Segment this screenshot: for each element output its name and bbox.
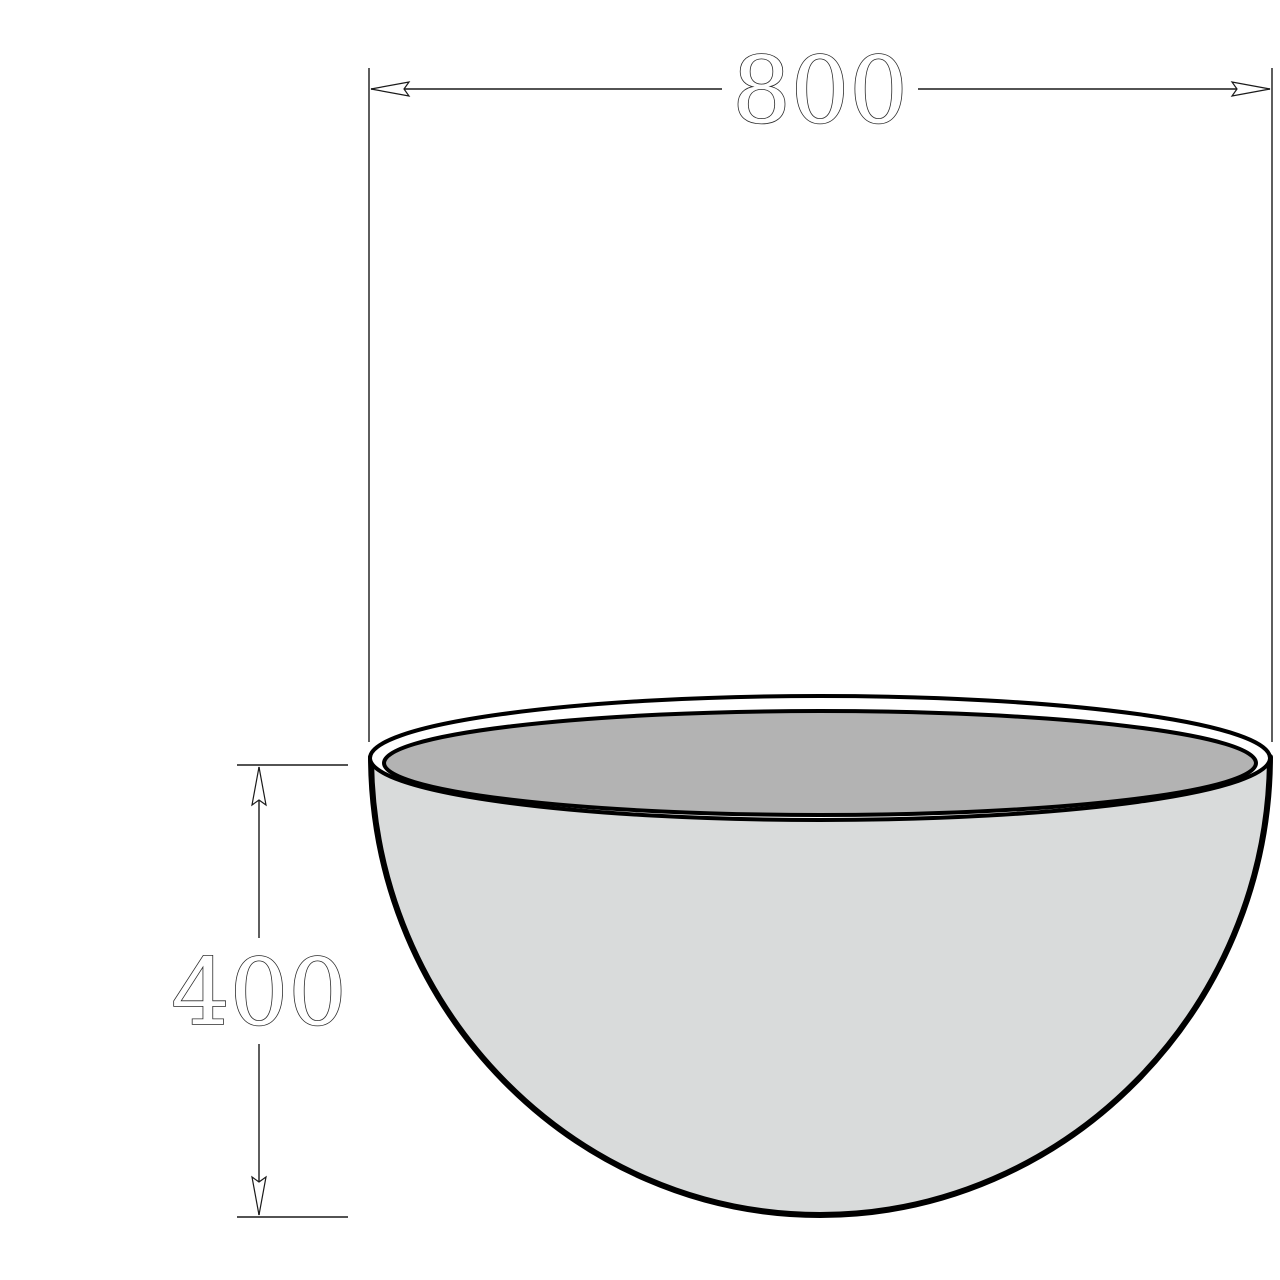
width-dimension-label: 800	[732, 37, 908, 144]
width-arrowhead-left	[370, 81, 411, 97]
bowl-interior	[382, 709, 1258, 817]
height-arrowhead-bottom	[251, 1175, 267, 1216]
height-arrowhead-top	[251, 766, 267, 807]
height-dimension-label: 400	[171, 939, 347, 1046]
bowl-exterior	[368, 754, 1273, 1218]
width-arrowhead-right	[1230, 81, 1271, 97]
